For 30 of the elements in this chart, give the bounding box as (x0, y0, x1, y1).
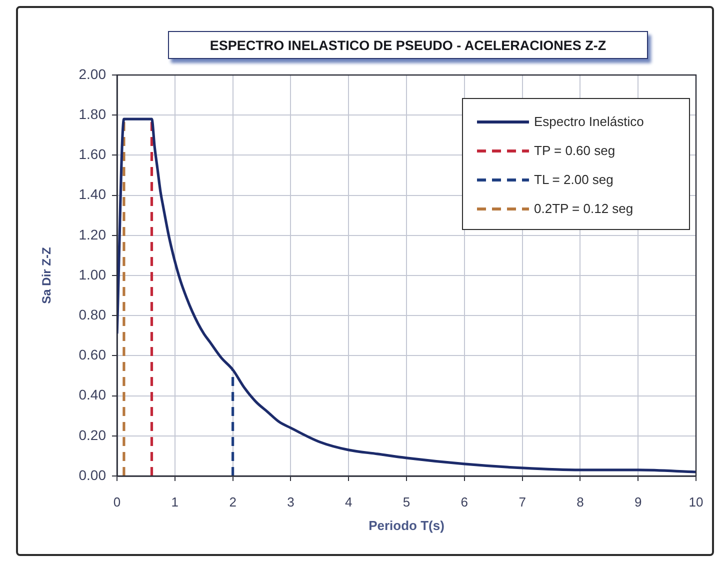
x-tick-label: 9 (634, 494, 642, 510)
line-series (117, 118, 696, 474)
x-tick-label: 3 (287, 494, 294, 510)
y-tick-label: 0.80 (78, 306, 106, 322)
y-tick-label: 0.60 (78, 346, 106, 363)
y-tick-label: 1.60 (78, 146, 106, 162)
x-tick-label: 7 (518, 494, 526, 510)
y-tick-label: 0.00 (78, 466, 106, 483)
x-tick-label: 0 (113, 494, 121, 510)
x-tick-label: 6 (460, 494, 468, 510)
legend-label: 0.2TP = 0.12 seg (534, 201, 634, 216)
y-tick-label: 1.00 (78, 266, 106, 282)
x-tick-label: 8 (576, 494, 584, 510)
x-tick-label: 10 (688, 494, 704, 510)
y-axis-title: Sa Dir Z-Z (40, 247, 54, 304)
y-tick-label: 0.20 (78, 426, 106, 443)
x-tick-label: 5 (402, 494, 410, 510)
y-tick-label: 1.20 (78, 226, 106, 242)
x-tick-label: 1 (171, 494, 179, 510)
legend-label: Espectro Inelástico (534, 114, 644, 129)
y-tick-label: 1.40 (78, 186, 106, 202)
y-tick-label: 1.80 (78, 106, 106, 122)
y-tick-label: 0.40 (78, 386, 106, 403)
x-tick-label: 2 (229, 494, 236, 510)
chart-title: ESPECTRO INELASTICO DE PSEUDO - ACELERACIONES Z-Z (168, 31, 648, 59)
legend-label: TP = 0.60 seg (534, 143, 616, 158)
y-tick-label: 2.00 (78, 66, 106, 82)
x-tick-label: 4 (344, 494, 352, 510)
legend-label: TL = 2.00 seg (534, 172, 614, 187)
x-axis-title: Periodo T(s) (368, 518, 444, 533)
